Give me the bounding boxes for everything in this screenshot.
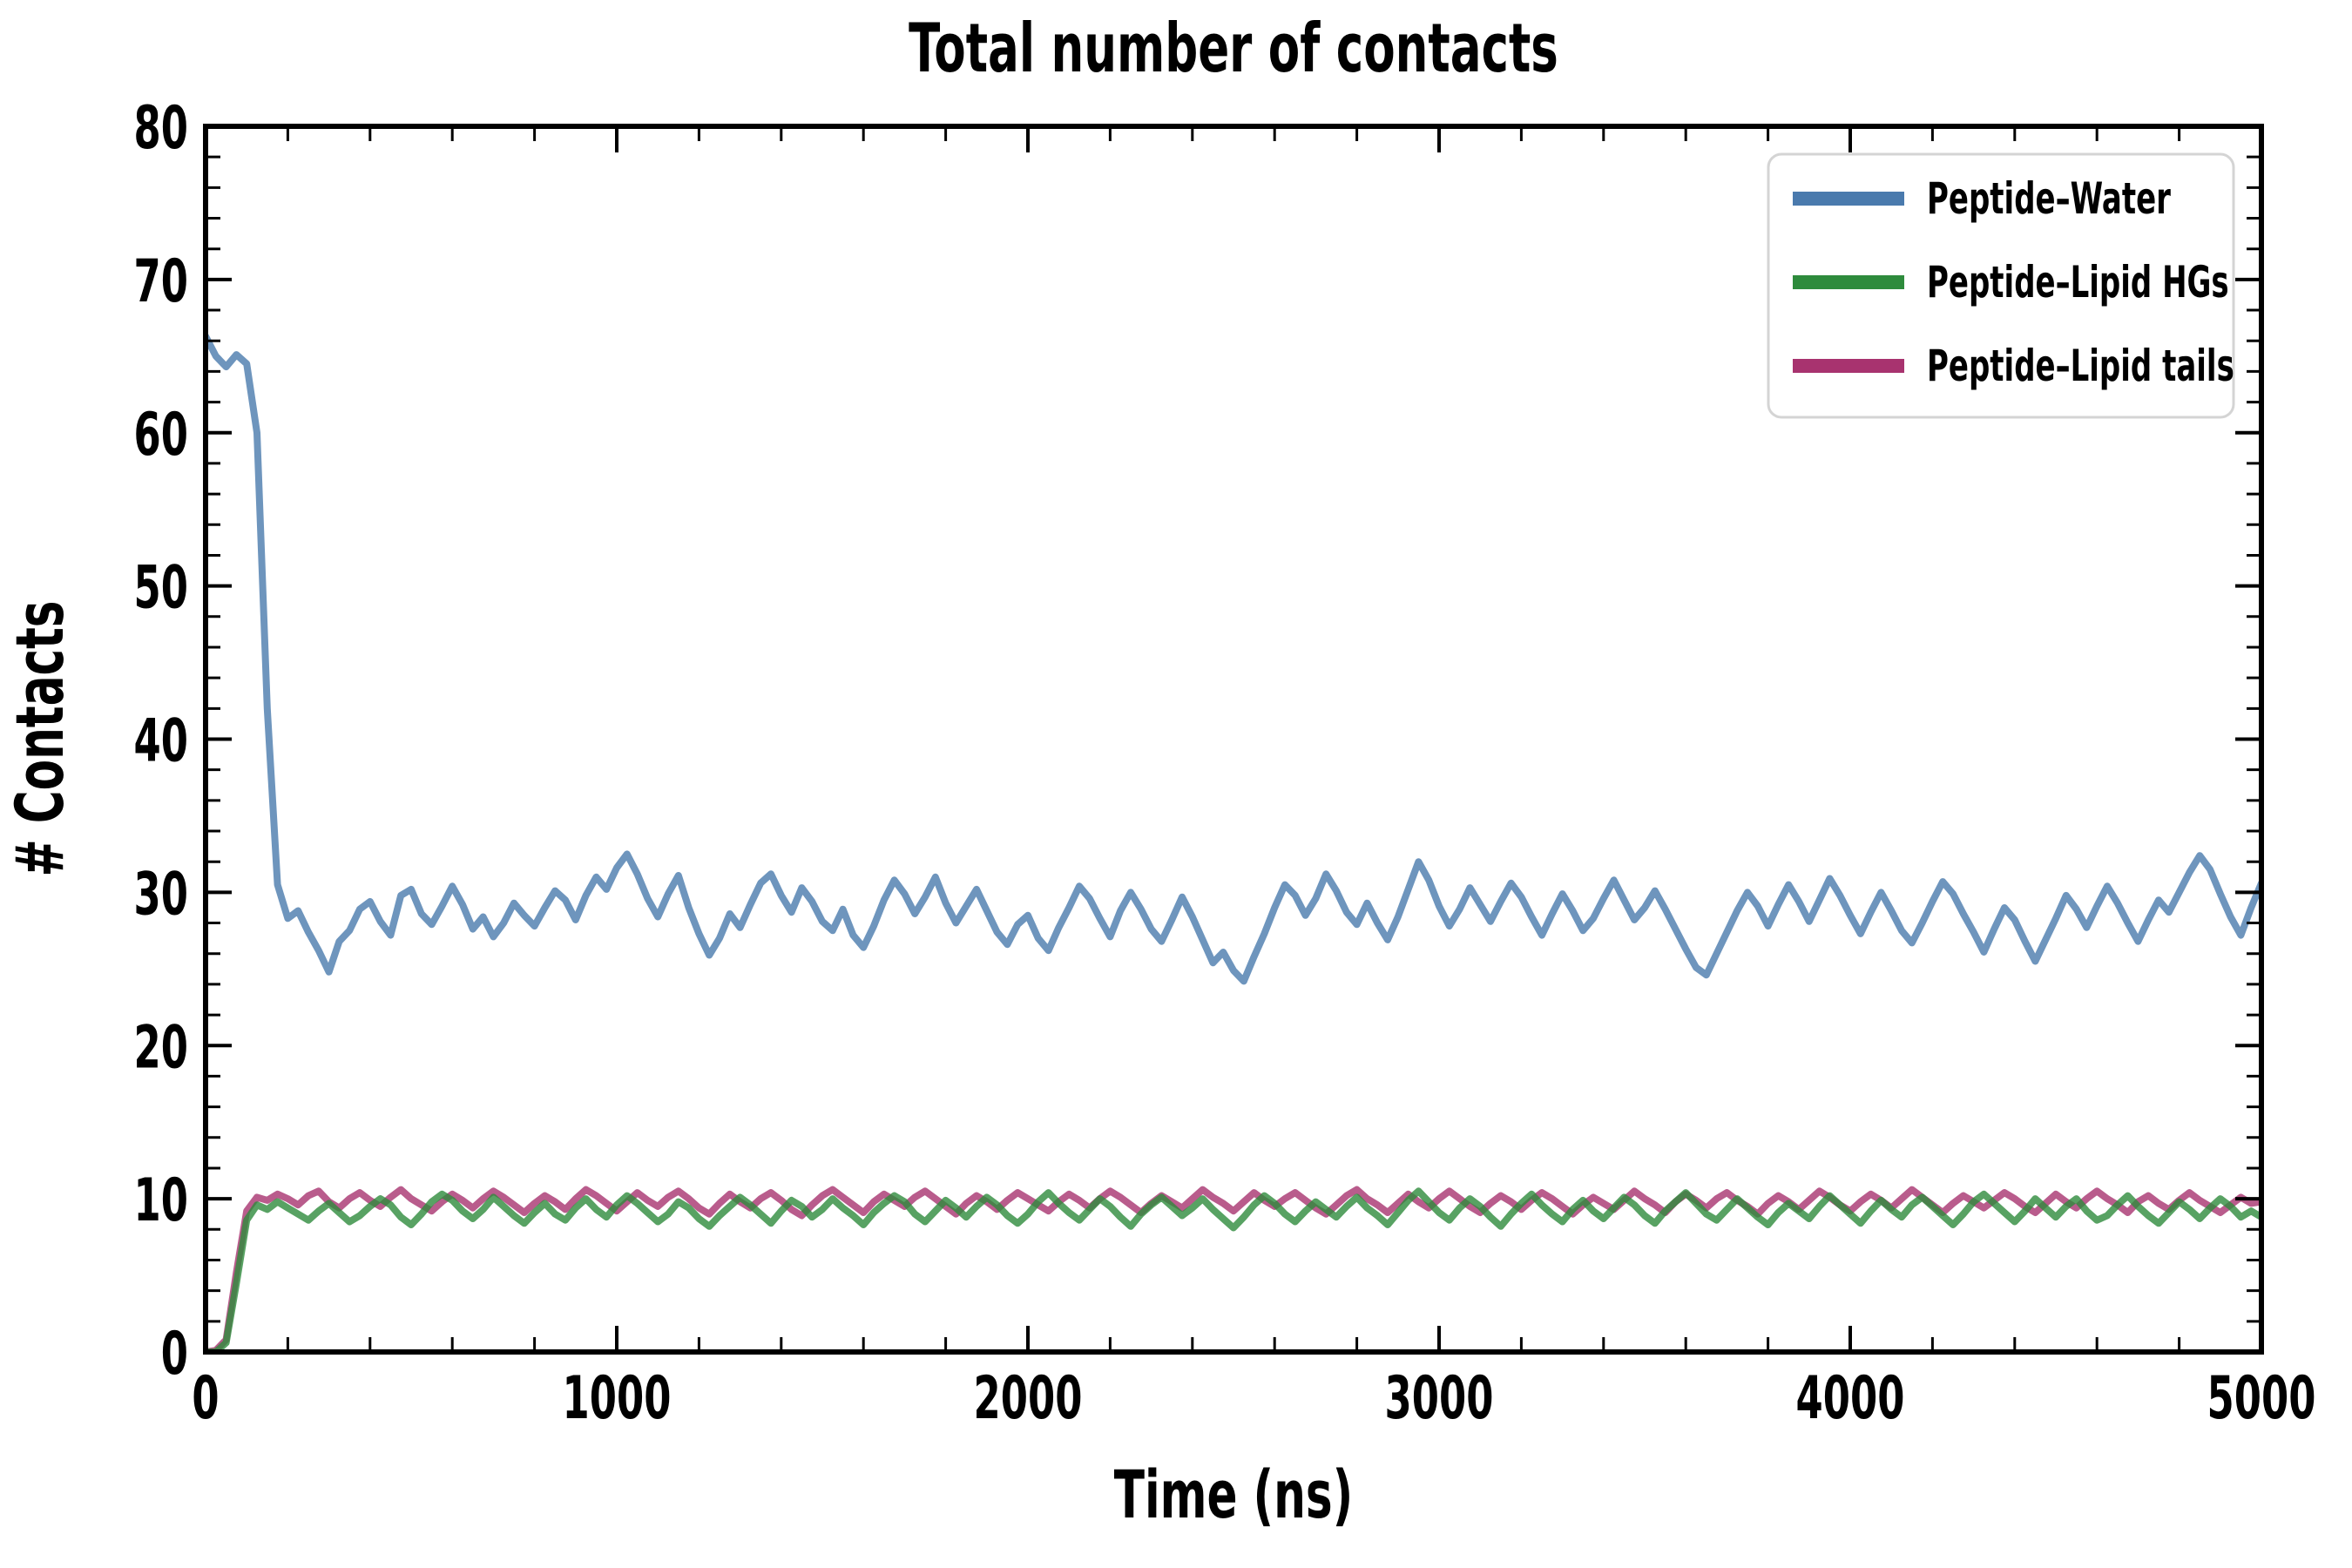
x-tick-label: 1000 [563, 1363, 672, 1432]
series-layer [206, 332, 2261, 1352]
legend-box [1767, 152, 2235, 419]
x-tick-label: 2000 [974, 1363, 1083, 1432]
x-tick-label: 1000 [563, 1363, 672, 1432]
y-tick-label: 30 [134, 860, 188, 929]
series-line-peptide-lipid-tails [206, 1186, 2261, 1352]
y-tick-label: 10 [134, 1166, 188, 1235]
x-tick-label: 5000 [2207, 1363, 2316, 1432]
chart-title: Total number of contacts [909, 8, 1558, 87]
y-tick-label: 10 [134, 1166, 188, 1235]
y-axis-label: # Contacts [3, 600, 79, 876]
y-tick-label: 20 [134, 1013, 188, 1082]
legend-label-peptide-lipid-tails: Peptide–Lipid tails [1927, 341, 2234, 391]
y-tick-label: 30 [134, 860, 188, 929]
legend: Peptide–Water Peptide–Lipid HGs Peptide–… [1767, 152, 2235, 419]
y-tick-label: 40 [134, 706, 188, 775]
y-tick-label: 20 [134, 1013, 188, 1082]
y-tick-label: 80 [134, 93, 188, 162]
y-tick-label: 60 [134, 400, 188, 469]
x-tick-label: 5000 [2207, 1363, 2316, 1432]
y-tick-label: 70 [134, 247, 188, 315]
x-tick-label: 3000 [1385, 1363, 1494, 1432]
series-line-peptide-lipid-hgs [206, 1187, 2261, 1352]
y-tick-label: 80 [134, 93, 188, 162]
x-tick-label: 4000 [1796, 1363, 1905, 1432]
y-tick-label: 50 [134, 553, 188, 622]
y-tick-label: 50 [134, 553, 188, 622]
x-tick-label: 0 [192, 1363, 219, 1432]
y-tick-label: 70 [134, 247, 188, 315]
legend-label-peptide-lipid-hgs: Peptide–Lipid HGs [1927, 257, 2229, 308]
x-tick-label: 4000 [1796, 1363, 1905, 1432]
y-tick-label: 0 [161, 1319, 188, 1388]
tick-layer: 0 1000 2000 3000 4000 5000 0 10 20 30 40 50 60 70 80 [134, 93, 2316, 1432]
y-tick-label: 60 [134, 400, 188, 469]
y-tick-label: 40 [134, 706, 188, 775]
axes-frame [203, 124, 2264, 1355]
y-tick-label: 0 [161, 1319, 188, 1388]
x-tick-label: 2000 [974, 1363, 1083, 1432]
series-line-peptide-water [206, 332, 2261, 985]
x-tick-label: 0 [192, 1363, 219, 1432]
x-tick-label: 3000 [1385, 1363, 1494, 1432]
x-axis-label: Time (ns) [1114, 1457, 1354, 1534]
legend-label-peptide-water: Peptide–Water [1927, 173, 2171, 224]
